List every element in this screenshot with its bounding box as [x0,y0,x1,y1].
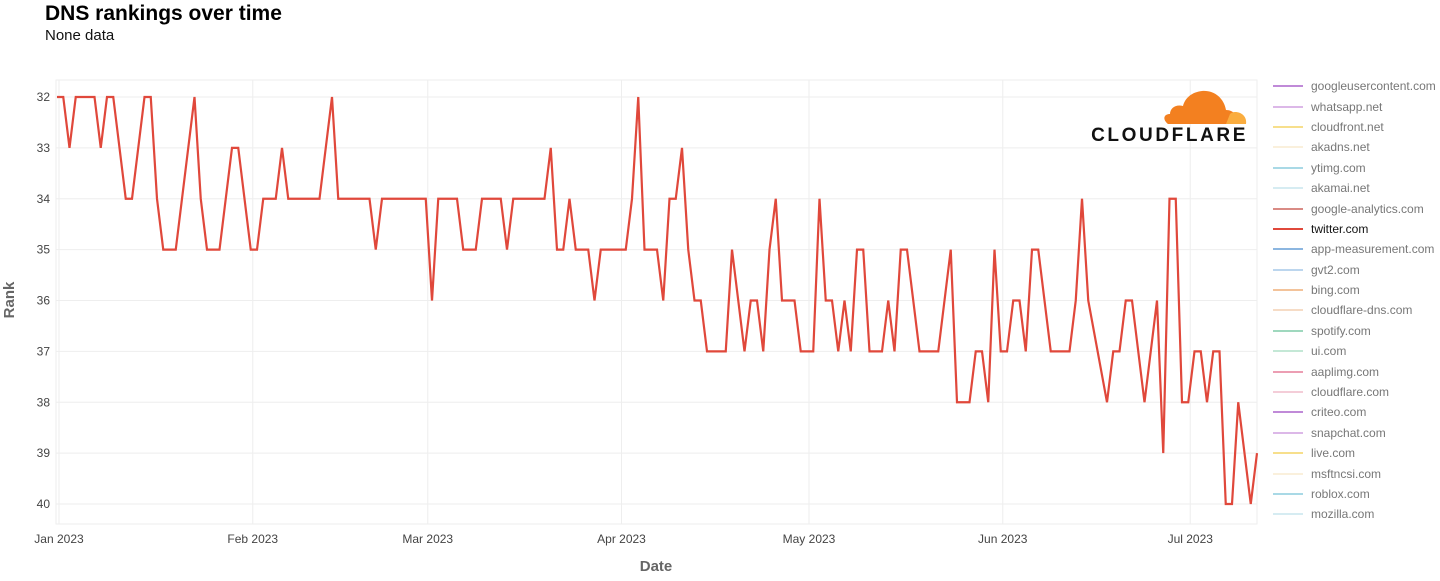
x-tick-label: Jun 2023 [978,532,1028,546]
x-tick-label: Jul 2023 [1168,532,1214,546]
chart-title: DNS rankings over time [45,2,282,25]
legend-item[interactable]: ui.com [1273,341,1436,361]
legend-swatch [1273,411,1303,414]
legend-item[interactable]: msftncsi.com [1273,463,1436,483]
y-tick-label: 39 [37,446,51,460]
series-line-twitter-com[interactable] [57,95,1259,506]
y-axis-label: Rank [1,281,18,318]
legend-label: akadns.net [1311,140,1370,155]
legend-swatch [1273,207,1303,210]
chart-subtitle: None data [45,27,115,44]
y-tick-label: 38 [37,395,51,409]
legend-item[interactable]: gvt2.com [1273,260,1436,280]
legend-item[interactable]: akamai.net [1273,178,1436,198]
legend-item[interactable]: live.com [1273,443,1436,463]
legend-item[interactable]: akadns.net [1273,137,1436,157]
legend-label: mozilla.com [1311,507,1375,522]
legend-item[interactable]: cloudflare-dns.com [1273,300,1436,320]
x-tick-label: Jan 2023 [34,532,84,546]
legend-swatch [1273,391,1303,394]
legend-swatch [1273,85,1303,88]
y-tick-label: 32 [37,90,51,104]
y-tick-label: 33 [37,141,51,155]
legend-item[interactable]: whatsapp.net [1273,96,1436,116]
legend-item[interactable]: googleusercontent.com [1273,76,1436,96]
legend-label: snapchat.com [1311,425,1386,440]
x-tick-label: Mar 2023 [402,532,453,546]
legend-label: msftncsi.com [1311,466,1382,481]
legend-swatch [1273,125,1303,128]
legend-label: ui.com [1311,344,1347,359]
legend-item[interactable]: twitter.com [1273,219,1436,239]
legend-swatch [1273,431,1303,434]
y-tick-label: 40 [37,497,51,511]
legend-swatch [1273,268,1303,271]
x-tick-label: Feb 2023 [227,532,278,546]
legend-swatch [1273,309,1303,312]
legend-swatch [1273,513,1303,516]
plot-area [55,79,1258,525]
legend-swatch [1273,289,1303,292]
legend-swatch [1273,472,1303,475]
legend-item[interactable]: roblox.com [1273,484,1436,504]
legend: googleusercontent.com whatsapp.net cloudfr… [1273,76,1436,525]
legend-label: bing.com [1311,283,1360,298]
legend-swatch [1273,329,1303,332]
legend-label: ytimg.com [1311,160,1366,175]
legend-item[interactable]: cloudfront.net [1273,117,1436,137]
y-tick-label: 35 [37,243,51,257]
legend-swatch [1273,146,1303,149]
legend-item[interactable]: spotify.com [1273,321,1436,341]
legend-label: cloudflare-dns.com [1311,303,1413,318]
cloud-icon [1164,90,1247,124]
legend-label: app-measurement.com [1311,242,1435,257]
legend-label: googleusercontent.com [1311,79,1436,94]
y-tick-label: 37 [37,344,51,358]
legend-swatch [1273,105,1303,108]
y-tick-label: 34 [37,192,51,206]
cloudflare-logo: CLOUDFLARE [1086,86,1248,146]
x-tick-label: May 2023 [783,532,836,546]
legend-item[interactable]: aaplimg.com [1273,361,1436,381]
legend-item[interactable]: ytimg.com [1273,158,1436,178]
legend-label: aaplimg.com [1311,364,1380,379]
legend-swatch [1273,350,1303,353]
legend-item[interactable]: criteo.com [1273,402,1436,422]
legend-item[interactable]: bing.com [1273,280,1436,300]
legend-label: gvt2.com [1311,262,1360,277]
legend-label: akamai.net [1311,181,1370,196]
legend-label: google-analytics.com [1311,201,1424,216]
legend-label: spotify.com [1311,323,1371,338]
legend-label: criteo.com [1311,405,1367,420]
legend-swatch [1273,166,1303,169]
legend-label: roblox.com [1311,487,1370,501]
legend-item[interactable]: cloudflare.com [1273,382,1436,402]
legend-swatch [1273,227,1303,230]
line-chart: 32 33 34 35 36 37 38 39 40 Jan 2023 Feb 2023 Mar 2… [1,79,1259,575]
legend-item[interactable]: app-measurement.com [1273,239,1436,259]
legend-swatch [1273,493,1303,495]
y-tick-label: 36 [37,294,51,308]
legend-label: whatsapp.net [1311,99,1383,114]
x-axis-label: Date [640,558,673,575]
x-tick-label: Apr 2023 [597,532,646,546]
legend-label: cloudfront.net [1311,119,1384,134]
legend-swatch [1273,370,1303,373]
legend-swatch [1273,187,1303,190]
legend-label: twitter.com [1311,221,1369,236]
legend-label: cloudflare.com [1311,385,1390,400]
legend-label: live.com [1311,446,1356,461]
legend-item[interactable]: mozilla.com [1273,504,1436,524]
cloudflare-wordmark: CLOUDFLARE [1091,125,1248,146]
legend-item[interactable]: snapchat.com [1273,423,1436,443]
legend-swatch [1273,452,1303,455]
legend-item[interactable]: google-analytics.com [1273,198,1436,218]
legend-swatch [1273,248,1303,251]
